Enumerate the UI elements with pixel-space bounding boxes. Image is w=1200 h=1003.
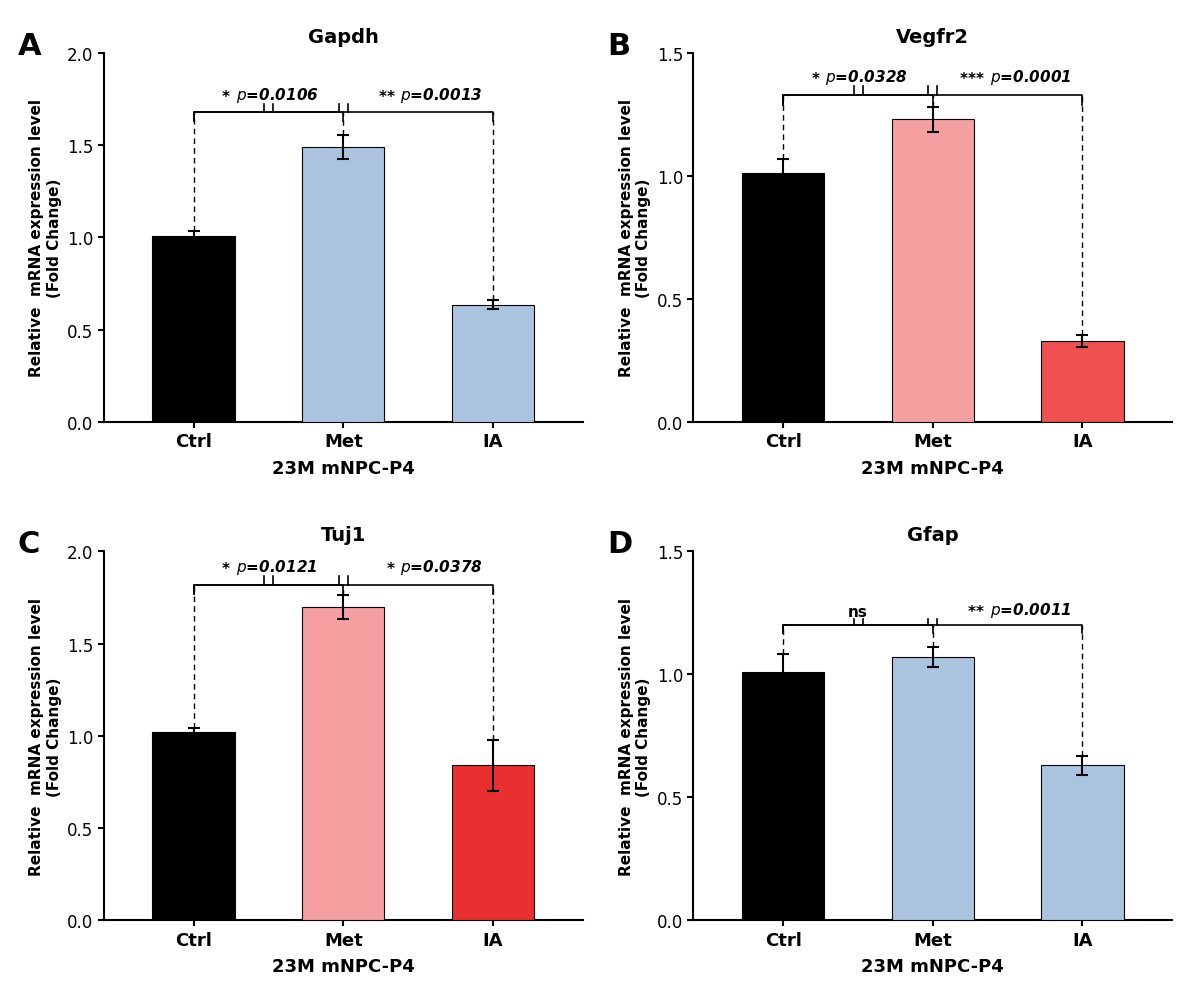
Text: **: ** — [968, 605, 990, 620]
Text: $p$=0.0328: $p$=0.0328 — [826, 68, 908, 87]
Bar — [1042, 341, 1123, 422]
Text: C: C — [18, 530, 40, 559]
Text: *: * — [812, 72, 826, 87]
Y-axis label: Relative  mRNA expression level
(Fold Change): Relative mRNA expression level (Fold Cha… — [29, 99, 61, 377]
Text: **: ** — [379, 89, 400, 104]
X-axis label: 23M mNPC-P4: 23M mNPC-P4 — [862, 957, 1004, 975]
Bar — [302, 147, 384, 422]
Text: $p$=0.0001: $p$=0.0001 — [990, 68, 1072, 87]
X-axis label: 23M mNPC-P4: 23M mNPC-P4 — [862, 459, 1004, 477]
Bar — [152, 732, 235, 921]
Title: Gfap: Gfap — [907, 526, 959, 545]
Title: Vegfr2: Vegfr2 — [896, 28, 970, 47]
Bar — [1042, 765, 1123, 921]
Text: $p$=0.0011: $p$=0.0011 — [990, 601, 1072, 620]
Text: D: D — [607, 530, 632, 559]
Y-axis label: Relative  mRNA expression level
(Fold Change): Relative mRNA expression level (Fold Cha… — [619, 99, 652, 377]
Text: ns: ns — [848, 605, 868, 620]
Text: *: * — [222, 562, 235, 577]
Text: $p$=0.0013: $p$=0.0013 — [400, 85, 482, 104]
Text: ***: *** — [960, 72, 990, 87]
Text: B: B — [607, 32, 630, 61]
Text: $p$=0.0121: $p$=0.0121 — [235, 558, 317, 577]
Bar — [892, 120, 974, 422]
Title: Tuj1: Tuj1 — [320, 526, 366, 545]
Bar — [892, 658, 974, 921]
X-axis label: 23M mNPC-P4: 23M mNPC-P4 — [272, 957, 415, 975]
Bar — [451, 306, 534, 422]
Bar — [302, 607, 384, 921]
Text: $p$=0.0106: $p$=0.0106 — [235, 85, 318, 104]
Text: *: * — [222, 89, 235, 104]
Bar — [451, 765, 534, 921]
Bar — [742, 672, 824, 921]
Bar — [152, 237, 235, 422]
Y-axis label: Relative  mRNA expression level
(Fold Change): Relative mRNA expression level (Fold Cha… — [29, 598, 61, 875]
X-axis label: 23M mNPC-P4: 23M mNPC-P4 — [272, 459, 415, 477]
Title: Gapdh: Gapdh — [308, 28, 379, 47]
Text: A: A — [18, 32, 41, 61]
Y-axis label: Relative  mRNA expression level
(Fold Change): Relative mRNA expression level (Fold Cha… — [619, 598, 652, 875]
Text: *: * — [386, 562, 400, 577]
Text: $p$=0.0378: $p$=0.0378 — [400, 558, 482, 577]
Bar — [742, 175, 824, 422]
